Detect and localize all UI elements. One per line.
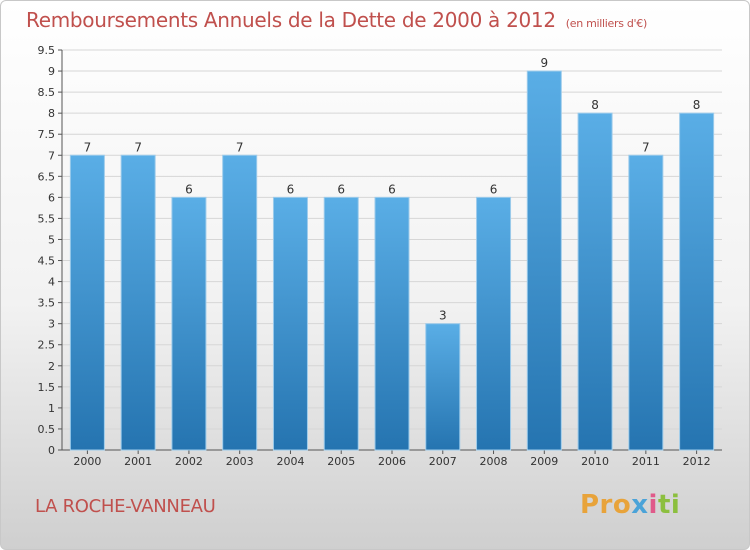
bar-2010	[577, 112, 613, 451]
y-tick-labels: 0 0.5 1 1.5 2 2.5 3 3.5 4 4.5 5 5.5 6 6.5 7 7.5 8 8.5 9 9.5	[38, 44, 56, 457]
data-label-2012: 8	[693, 98, 701, 112]
bar-2006	[374, 196, 410, 451]
data-label-2007: 3	[439, 309, 447, 323]
bar-2008	[476, 196, 512, 451]
x-tick-label-2004: 2004	[276, 455, 304, 468]
commune-name: LA ROCHE-VANNEAU	[35, 496, 216, 517]
x-tick-label-2010: 2010	[581, 455, 609, 468]
bar-2007	[425, 323, 461, 451]
data-label-2011: 7	[642, 140, 650, 154]
logo-part-3: i	[648, 490, 658, 520]
bars	[69, 70, 715, 451]
logo-part-2: x	[631, 490, 649, 520]
bar-2004	[272, 196, 308, 451]
y-tick-label: 0.5	[38, 423, 56, 436]
bar-2002	[171, 196, 207, 451]
chart-title-text: Remboursements Annuels de la Dette de 20…	[26, 8, 556, 32]
x-tick-label-2001: 2001	[124, 455, 152, 468]
bar-2009	[526, 70, 562, 451]
y-tick-label: 6	[48, 191, 55, 204]
bar-2005	[323, 196, 359, 451]
y-tick-label: 7	[48, 149, 55, 162]
y-tick-label: 3	[48, 318, 55, 331]
data-label-2004: 6	[287, 182, 295, 196]
data-label-2002: 6	[185, 182, 193, 196]
y-tick-label: 0	[48, 444, 55, 457]
x-tick-label-2002: 2002	[175, 455, 203, 468]
bar-2000	[69, 154, 105, 451]
y-tick-label: 5.5	[38, 212, 56, 225]
data-label-2008: 6	[490, 182, 498, 196]
y-tick-label: 2	[48, 360, 55, 373]
y-tick-label: 8.5	[38, 86, 56, 99]
bar-2011	[628, 154, 664, 451]
x-tick-label-2012: 2012	[683, 455, 711, 468]
y-tick-label: 3.5	[38, 297, 56, 310]
data-label-2003: 7	[236, 140, 244, 154]
x-tick-label-2006: 2006	[378, 455, 406, 468]
logo-part-4: ti	[657, 490, 681, 520]
x-tick-label-2000: 2000	[73, 455, 101, 468]
data-label-2006: 6	[388, 182, 396, 196]
chart-subtitle: (en milliers d'€)	[565, 17, 647, 30]
y-tick-label: 6.5	[38, 170, 56, 183]
y-tick-label: 1.5	[38, 381, 56, 394]
x-tick-label-2011: 2011	[632, 455, 660, 468]
chart-title: Remboursements Annuels de la Dette de 20…	[26, 8, 647, 32]
x-tick-label-2007: 2007	[429, 455, 457, 468]
y-tick-label: 5	[48, 233, 55, 246]
y-tick-label: 4.5	[38, 255, 56, 268]
y-tick-label: 9	[48, 65, 55, 78]
data-label-2000: 7	[84, 140, 92, 154]
y-tick-label: 2.5	[38, 339, 56, 352]
y-tick-label: 4	[48, 276, 55, 289]
y-tick-label: 1	[48, 402, 55, 415]
x-tick-labels: 2000 2001 2002 2003 2004 2005 2006 2007 2008 2009…	[73, 455, 710, 468]
data-label-2009: 9	[540, 56, 548, 70]
y-tick-label: 7.5	[38, 128, 56, 141]
logo-part-1: Pro	[580, 490, 632, 520]
proxiti-logo: Proxiti	[580, 490, 680, 520]
data-label-2010: 8	[591, 98, 599, 112]
bar-2012	[679, 112, 715, 451]
bar-2001	[120, 154, 156, 451]
data-label-2001: 7	[134, 140, 142, 154]
x-tick-label-2008: 2008	[480, 455, 508, 468]
data-labels: 7 7 6 7 6 6 6 3 6 9 8 7 8	[84, 56, 701, 323]
data-label-2005: 6	[337, 182, 345, 196]
y-tick-label: 8	[48, 107, 55, 120]
bar-2003	[222, 154, 258, 451]
y-tick-label: 9.5	[38, 44, 56, 57]
x-tick-label-2003: 2003	[226, 455, 254, 468]
x-tick-label-2005: 2005	[327, 455, 355, 468]
x-tick-label-2009: 2009	[530, 455, 558, 468]
